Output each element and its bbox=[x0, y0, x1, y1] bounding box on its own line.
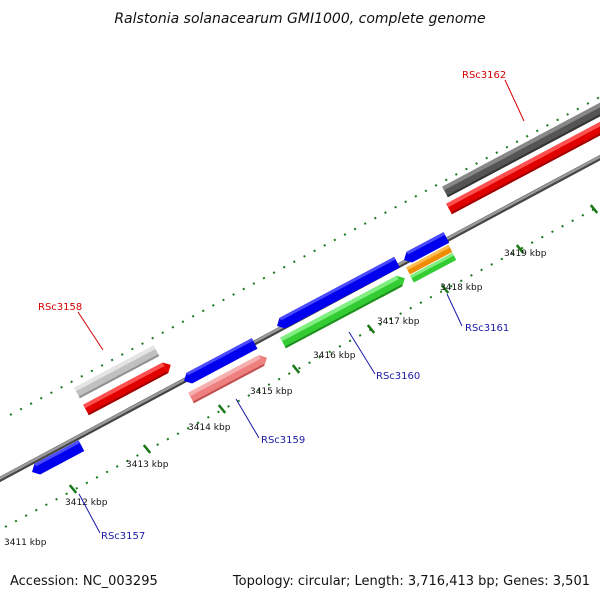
scale-labels: 3411 kbp 3412 kbp 3413 kbp 3414 kbp 3415… bbox=[4, 249, 547, 548]
feature-rsc3160-green bbox=[280, 275, 405, 349]
kbp-label-3412: 3412 kbp bbox=[65, 498, 108, 508]
kbp-label-3419: 3419 kbp bbox=[504, 249, 547, 259]
major-tick-3413 bbox=[142, 444, 152, 454]
map-title: Ralstonia solanacearum GMI1000, complete… bbox=[114, 11, 485, 27]
gene-labels: RSc3162 RSc3158 RSc3161 RSc3160 RSc3159 … bbox=[38, 70, 509, 542]
leader-rsc3157 bbox=[78, 493, 101, 534]
leader-rsc3162 bbox=[504, 79, 525, 122]
kbp-label-3411: 3411 kbp bbox=[4, 538, 47, 548]
feature-rsc3158-red bbox=[83, 362, 171, 416]
gene-label-rsc3158[interactable]: RSc3158 bbox=[38, 302, 82, 313]
features bbox=[32, 97, 600, 475]
major-tick-3415 bbox=[291, 364, 301, 374]
major-tick-3418 bbox=[515, 244, 525, 254]
feature-rsc3159-blue bbox=[184, 338, 258, 384]
major-tick-3414 bbox=[217, 404, 227, 414]
feature-rsc3161-green bbox=[410, 252, 457, 283]
feature-rsc3162-red bbox=[446, 114, 600, 215]
upper-tick-row bbox=[9, 96, 600, 416]
kbp-label-3416: 3416 kbp bbox=[313, 351, 356, 361]
feature-dark-upper bbox=[442, 97, 600, 198]
major-tick-3419 bbox=[589, 204, 599, 214]
topology-text: Topology: circular; Length: 3,716,413 bp… bbox=[232, 574, 590, 589]
major-tick-3412 bbox=[68, 484, 78, 494]
kbp-label-3413: 3413 kbp bbox=[126, 460, 169, 470]
feature-rsc3161-blue bbox=[404, 232, 450, 263]
gene-leaders bbox=[77, 79, 525, 534]
leader-rsc3159 bbox=[235, 398, 260, 439]
accession-text: Accession: NC_003295 bbox=[10, 574, 158, 589]
major-tick-3417 bbox=[440, 284, 450, 294]
major-ticks bbox=[68, 204, 599, 494]
feature-gray-rsc3158 bbox=[74, 345, 160, 399]
gene-label-rsc3157[interactable]: RSc3157 bbox=[101, 531, 145, 542]
feature-rsc3159-pink bbox=[188, 355, 267, 404]
gene-label-rsc3161[interactable]: RSc3161 bbox=[465, 323, 509, 334]
leader-rsc3160 bbox=[348, 331, 376, 375]
gene-label-rsc3162[interactable]: RSc3162 bbox=[462, 70, 506, 81]
kbp-label-3418: 3418 kbp bbox=[440, 283, 483, 293]
major-tick-3416 bbox=[366, 324, 376, 334]
upper-minor-ticks bbox=[9, 96, 600, 416]
leader-rsc3161 bbox=[446, 293, 463, 327]
leader-rsc3158 bbox=[77, 311, 104, 351]
feature-rsc3161-orange bbox=[406, 244, 453, 275]
kbp-label-3415: 3415 kbp bbox=[250, 387, 293, 397]
gene-label-rsc3160[interactable]: RSc3160 bbox=[376, 371, 420, 382]
kbp-label-3414: 3414 kbp bbox=[188, 423, 231, 433]
gene-label-rsc3159[interactable]: RSc3159 bbox=[261, 435, 305, 446]
kbp-label-3417: 3417 kbp bbox=[377, 317, 420, 327]
feature-rsc3157-blue bbox=[32, 440, 85, 475]
feature-rsc3160-blue bbox=[277, 256, 400, 329]
